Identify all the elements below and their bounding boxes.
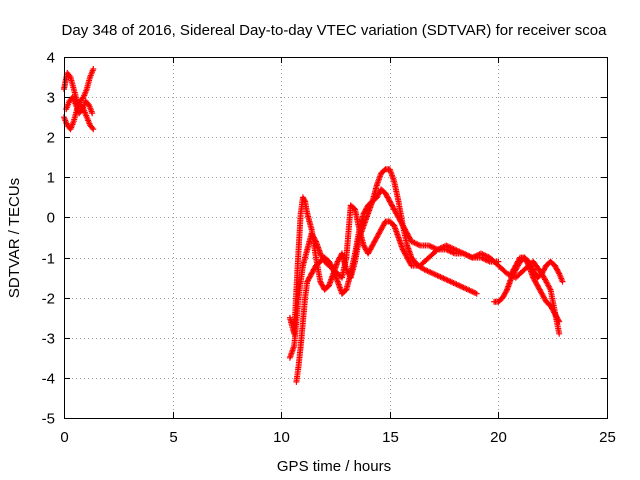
x-tick-label: 10 <box>273 429 290 446</box>
x-tick-label: 20 <box>490 429 507 446</box>
data-point <box>90 126 97 133</box>
series-sat-h <box>508 254 566 285</box>
data-point <box>89 124 96 131</box>
chart-title: Day 348 of 2016, Sidereal Day-to-day VTE… <box>62 22 608 39</box>
data-point <box>551 310 558 317</box>
y-tick-label: -2 <box>42 291 55 308</box>
x-tick-label: 0 <box>60 429 68 446</box>
grid-layer <box>64 57 607 418</box>
y-tick-label: -4 <box>42 371 55 388</box>
data-point <box>301 197 308 204</box>
y-tick-label: 4 <box>47 50 55 67</box>
y-tick-label: 3 <box>47 90 55 107</box>
data-point <box>90 66 97 72</box>
y-tick-label: 2 <box>47 130 55 147</box>
y-tick-label: -5 <box>42 411 55 428</box>
data-point <box>551 262 558 269</box>
x-axis-label: GPS time / hours <box>277 458 391 475</box>
data-marks-layer <box>61 66 566 385</box>
y-tick-label: -3 <box>42 331 55 348</box>
data-point <box>312 237 319 244</box>
x-tick-label: 5 <box>169 429 177 446</box>
plot-frame <box>64 57 608 419</box>
data-point <box>537 288 544 294</box>
data-point <box>556 330 563 337</box>
data-point <box>549 306 556 313</box>
series-sat-c <box>63 94 96 117</box>
data-point <box>555 317 562 324</box>
x-tick-label: 25 <box>599 429 616 446</box>
data-point <box>559 278 566 285</box>
data-point <box>530 266 537 273</box>
x-tick-label: 15 <box>382 429 399 446</box>
y-tick-label: 1 <box>47 170 55 187</box>
data-point <box>556 318 563 325</box>
y-tick-label: -1 <box>42 251 55 268</box>
y-tick-label: 0 <box>47 210 55 227</box>
data-point <box>89 110 96 117</box>
y-axis-label: SDTVAR / TECUs <box>6 178 23 298</box>
data-point <box>473 290 480 297</box>
ticks-layer: 0 5 10 15 20 25 -5 -4 -3 -2 -1 0 1 2 3 4 <box>42 50 616 447</box>
